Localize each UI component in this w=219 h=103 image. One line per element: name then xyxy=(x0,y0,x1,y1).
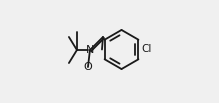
Text: Cl: Cl xyxy=(142,44,152,54)
Text: N: N xyxy=(86,45,94,55)
Text: O: O xyxy=(84,62,92,72)
